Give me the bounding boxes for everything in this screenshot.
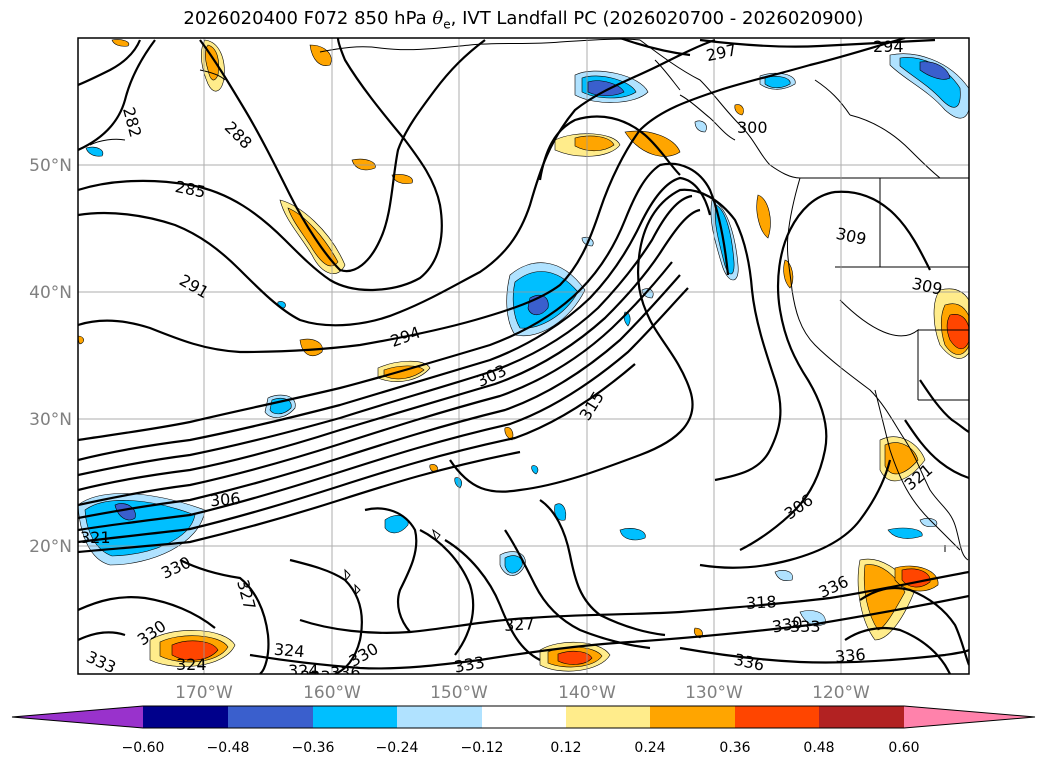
colorbar-extend-low [12,706,143,728]
colorbar-tick: 0.36 [719,740,750,756]
colorbar-tick: −0.12 [461,740,504,756]
contour-label: 333 [453,653,486,677]
lat-label-50n: 50°N [29,156,72,176]
lat-label-20n: 20°N [29,537,72,557]
contour-label: 306 [209,489,241,511]
lat-label-40n: 40°N [29,283,72,303]
colorbar-cell [397,706,482,728]
colorbar-cell [735,706,819,728]
colorbar-cell [482,706,566,728]
contour-label: 324 [288,661,319,680]
theta-e-contours [78,38,969,674]
map-title: 2026020400 F072 850 hPa θe, IVT Landfall… [183,8,864,32]
colorbar-cell [313,706,397,728]
lon-label-150w: 150°W [430,683,488,703]
coastlines [89,38,969,596]
lon-label-130w: 130°W [685,683,743,703]
contour-label: 318 [746,592,777,613]
colorbar-tick: −0.24 [376,740,419,756]
colorbar-tick: −0.36 [292,740,335,756]
contour-label: 327 [504,614,535,635]
longitude-labels: 170°W 160°W 150°W 140°W 130°W 120°W [175,683,870,703]
colorbar-cell [650,706,735,728]
contour-label: 300 [737,118,768,137]
colorbar: −0.60 −0.48 −0.36 −0.24 −0.12 0.12 0.24 … [11,705,1036,756]
contour-label: 324 [273,640,305,662]
colorbar-extend-high [904,706,1035,728]
colorbar-tick: 0.48 [803,740,834,756]
colorbar-tick: −0.60 [122,740,165,756]
contour-label: 333 [790,617,821,636]
colorbar-cell [143,706,228,728]
contour-label: 336 [330,663,361,682]
map-frame [77,37,970,675]
colorbar-outline [11,705,1036,729]
latitude-labels: 50°N 40°N 30°N 20°N [29,156,72,557]
lat-label-30n: 30°N [29,410,72,430]
colorbar-tick-labels: −0.60 −0.48 −0.36 −0.24 −0.12 0.12 0.24 … [122,740,920,756]
colorbar-cell [228,706,313,728]
colorbar-tick: 0.12 [550,740,581,756]
contour-label: 294 [873,37,904,56]
contour-label: 324 [176,655,207,674]
colorbar-tick: 0.60 [888,740,919,756]
lon-label-120w: 120°W [812,683,870,703]
lon-label-140w: 140°W [558,683,616,703]
colorbar-cell [566,706,650,728]
lon-label-170w: 170°W [175,683,233,703]
contour-label: 333 [300,667,331,686]
colorbar-tick: −0.48 [207,740,250,756]
contour-label: 321 [80,528,111,547]
colorbar-tick: 0.24 [634,740,665,756]
gridlines [78,38,969,674]
contour-label: 336 [834,645,866,667]
colorbar-cell [819,706,904,728]
lon-label-160w: 160°W [303,683,361,703]
